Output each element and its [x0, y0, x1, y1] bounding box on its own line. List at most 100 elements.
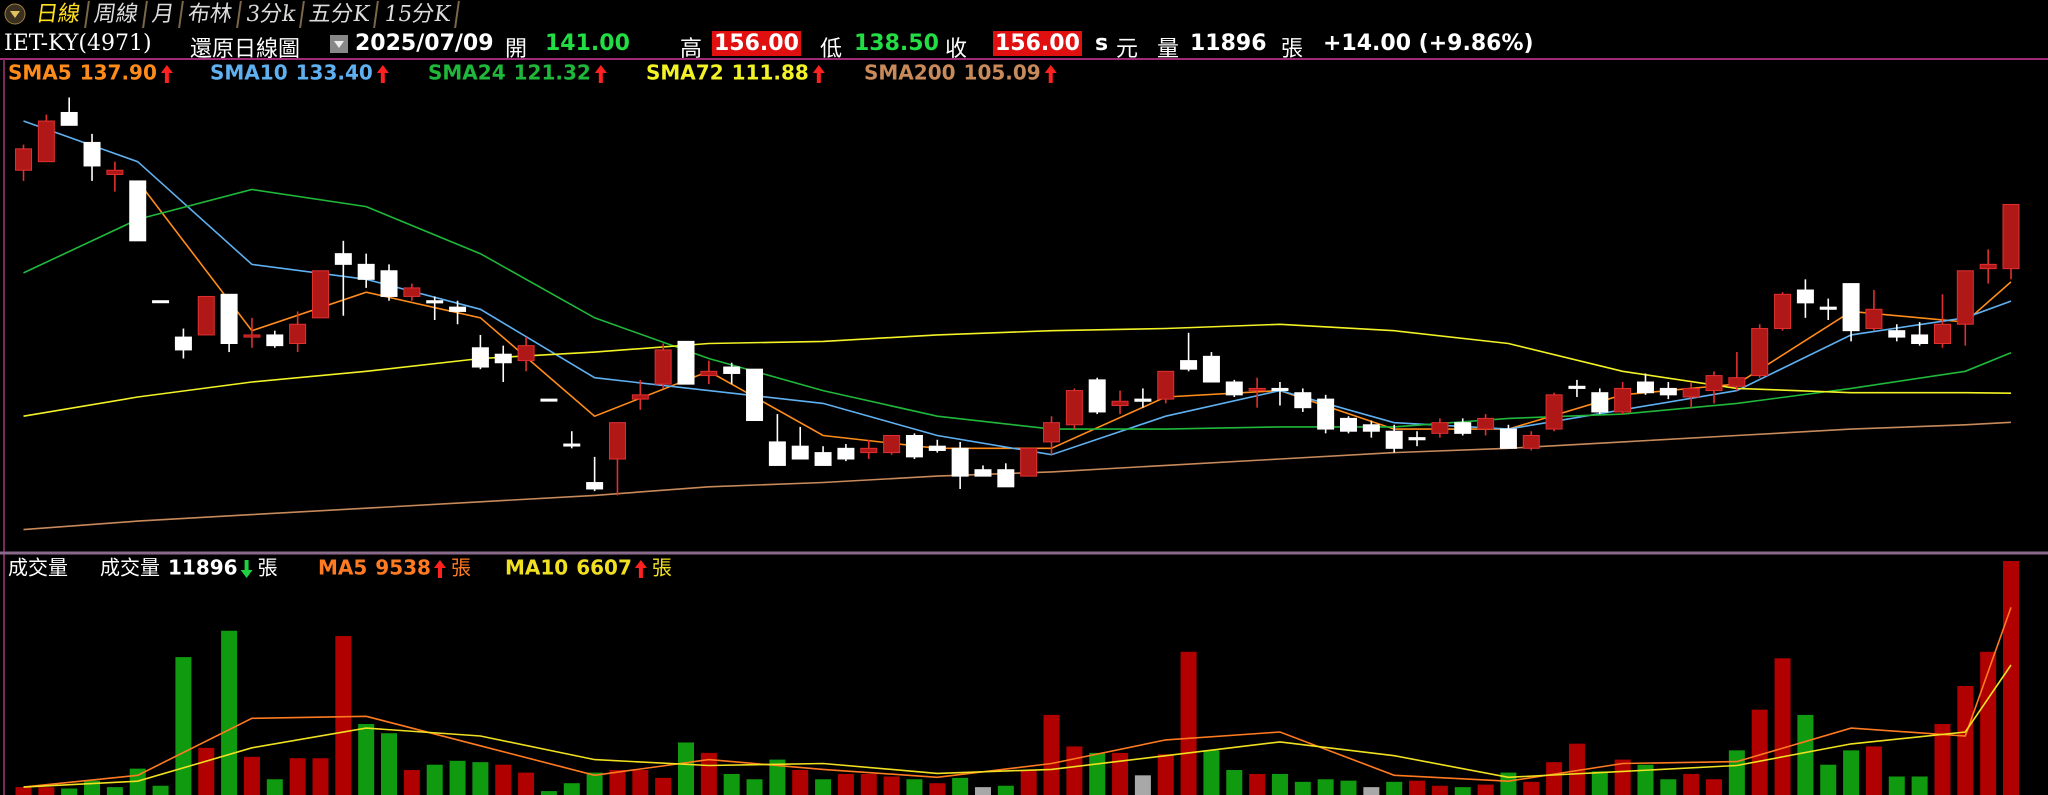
dropdown[interactable]: [330, 34, 348, 59]
volume-bar: [1089, 752, 1106, 795]
volume: 11896: [1190, 31, 1267, 56]
candle-body: [266, 334, 284, 347]
volume-bar: [381, 733, 398, 795]
volume-bar: [997, 785, 1014, 795]
volume-bar: [974, 787, 991, 795]
trend-arrow: [160, 65, 173, 83]
volume-bar: [1477, 784, 1494, 795]
candle-body: [700, 370, 718, 377]
tab[interactable]: 五分K: [301, 1, 380, 28]
tab[interactable]: 月: [144, 1, 184, 28]
volume-bar: [1751, 709, 1768, 795]
volume-bar: [1774, 658, 1791, 795]
candle-body: [494, 353, 512, 364]
candle-body: [1545, 394, 1563, 430]
volume-bar: [403, 770, 420, 795]
tab[interactable]: 布林: [180, 1, 242, 28]
field-label: 高: [680, 37, 703, 62]
volume-bar: [289, 758, 306, 795]
candle-body: [1317, 398, 1335, 430]
candle-body: [311, 270, 329, 319]
candle-body: [1568, 385, 1586, 389]
candle-body: [60, 111, 78, 126]
candle-body: [883, 434, 901, 454]
volume-bar: [815, 779, 832, 795]
legend-value: 111.88: [732, 61, 809, 85]
candle-body: [1636, 381, 1654, 394]
volume-bar: [1454, 787, 1471, 795]
tab[interactable]: 3分k: [238, 1, 306, 28]
volume-bar: [1888, 776, 1905, 795]
volume-bar: [952, 777, 969, 795]
field-value: 141.00: [545, 31, 630, 56]
volume-bar: [1591, 771, 1608, 795]
candle-body: [449, 306, 467, 312]
line: [23, 607, 2012, 788]
legend-name: MA10: [505, 556, 568, 580]
candle-body: [1088, 379, 1106, 413]
candle-body: [37, 120, 55, 163]
quote-bar: IET-KY(4971) 還原日線圖 2025/07/09 開 141.00 高…: [0, 29, 2048, 62]
legend-name: SMA72: [646, 61, 724, 85]
trend-arrow: [376, 65, 389, 83]
trend-arrow: [1044, 65, 1057, 83]
chart-kind: 還原日線圖: [190, 37, 301, 62]
volume-bar: [175, 657, 192, 795]
tab[interactable]: 日線: [28, 1, 90, 28]
candle-body: [563, 443, 581, 447]
volume-bar: [1683, 773, 1700, 795]
candle-body: [1408, 437, 1426, 441]
volume-bar: [678, 742, 694, 795]
date: 2025/07/09: [355, 31, 494, 56]
volume-bar: [746, 779, 763, 795]
legend-unit: 張: [451, 556, 471, 580]
volume-bar: [792, 770, 809, 795]
candle-body: [1180, 360, 1198, 370]
candle-body: [289, 323, 307, 345]
tab[interactable]: 周線: [86, 1, 148, 28]
volume-bar: [152, 785, 169, 795]
candle-body: [1888, 330, 1906, 338]
candle-body: [1477, 417, 1495, 430]
candle-body: [791, 445, 809, 460]
volume-bar: [266, 779, 283, 795]
candle-body: [1956, 270, 1974, 325]
volume-bar: [1409, 780, 1426, 795]
volume-unit: 張: [1281, 37, 1304, 62]
volume-bar: [495, 764, 512, 795]
volume-bar: [243, 756, 260, 795]
volume-bar: [2003, 560, 2019, 795]
candle-body: [1111, 400, 1129, 407]
legend-value: 105.09: [964, 61, 1041, 85]
candle-body: [1134, 398, 1152, 402]
field-value: 156.00: [712, 31, 801, 56]
candle-body: [608, 422, 626, 460]
candle-body: [723, 366, 741, 374]
candle-body: [1499, 428, 1517, 449]
legend-value: 133.40: [296, 61, 373, 85]
volume-bar: [312, 758, 329, 795]
volume-bar: [472, 762, 489, 795]
candle-body: [1682, 387, 1700, 398]
candle-body: [1591, 392, 1609, 413]
volume-bar: [700, 752, 717, 795]
volume-bar: [563, 783, 580, 795]
legend-value: 11896: [168, 556, 238, 580]
candle-body: [357, 263, 375, 280]
volume-bar: [198, 747, 215, 795]
volume-bar: [1957, 686, 1974, 795]
volume-bar: [1066, 746, 1083, 795]
field-value: 156.00: [993, 31, 1082, 56]
volume-bar: [1271, 773, 1288, 795]
volume-bar: [1134, 775, 1151, 795]
volume-bar: [106, 787, 123, 795]
menu-icon[interactable]: [0, 0, 30, 29]
change: +14.00 (+9.86%): [1323, 31, 1534, 56]
candle-body: [1294, 392, 1312, 409]
volume-bar: [655, 777, 672, 795]
line: [23, 664, 2012, 788]
trend-arrow: [433, 560, 446, 578]
tab[interactable]: 15分K: [375, 1, 461, 28]
candle-body: [1774, 293, 1792, 330]
